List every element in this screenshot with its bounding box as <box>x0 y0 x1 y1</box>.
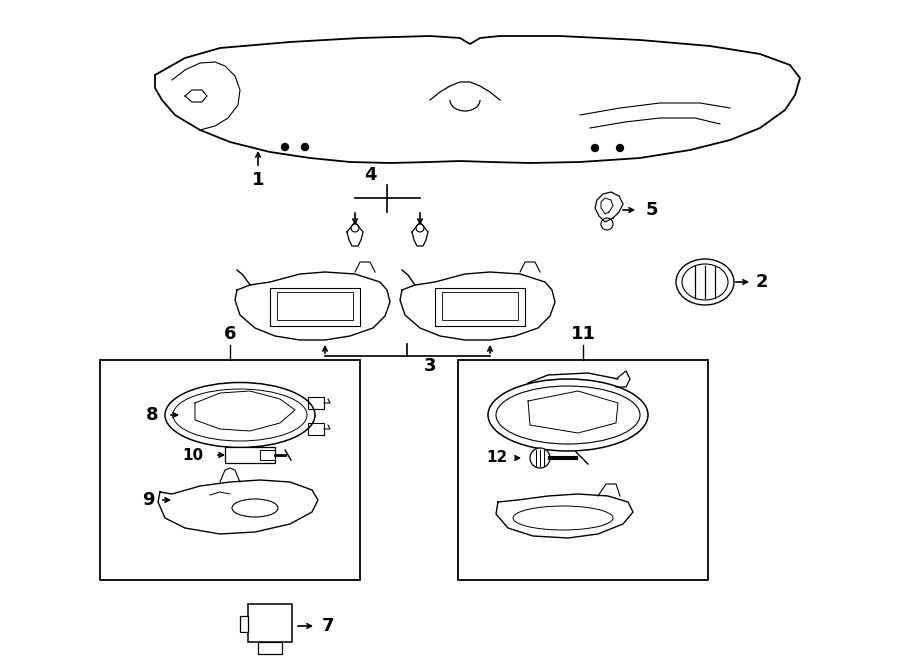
Polygon shape <box>195 391 295 431</box>
Bar <box>270 288 360 326</box>
Circle shape <box>302 143 309 151</box>
Polygon shape <box>400 272 555 340</box>
Text: 4: 4 <box>364 166 376 184</box>
Bar <box>248 604 292 642</box>
Text: 3: 3 <box>424 357 436 375</box>
Bar <box>308 423 324 435</box>
Text: 8: 8 <box>146 406 158 424</box>
Text: 9: 9 <box>142 491 154 509</box>
Text: 1: 1 <box>252 171 265 189</box>
Bar <box>308 397 324 409</box>
Bar <box>458 360 708 580</box>
Bar <box>258 642 282 654</box>
Bar <box>225 447 275 463</box>
Bar <box>240 616 248 632</box>
Polygon shape <box>496 494 633 538</box>
Ellipse shape <box>165 383 315 447</box>
Circle shape <box>591 145 599 151</box>
Circle shape <box>616 145 624 151</box>
Bar <box>100 360 360 580</box>
Text: 11: 11 <box>571 325 596 343</box>
Circle shape <box>530 448 550 468</box>
Bar <box>435 288 525 326</box>
Circle shape <box>282 143 289 151</box>
Text: 7: 7 <box>322 617 334 635</box>
Bar <box>442 292 518 320</box>
Polygon shape <box>158 480 318 534</box>
Polygon shape <box>528 391 618 433</box>
Text: 5: 5 <box>646 201 658 219</box>
Ellipse shape <box>488 379 648 451</box>
Bar <box>260 450 275 460</box>
Bar <box>277 292 353 320</box>
Polygon shape <box>235 272 390 340</box>
Text: 12: 12 <box>486 451 508 465</box>
Text: 10: 10 <box>183 447 203 463</box>
Text: 2: 2 <box>756 273 769 291</box>
Text: 6: 6 <box>224 325 236 343</box>
